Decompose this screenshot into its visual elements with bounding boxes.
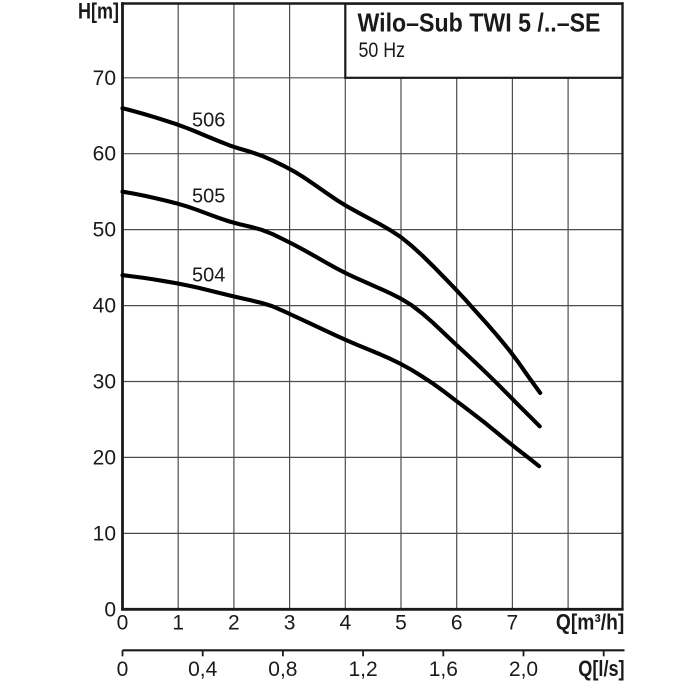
- svg-text:70: 70: [93, 67, 116, 90]
- svg-text:506: 506: [192, 110, 225, 132]
- svg-text:504: 504: [192, 265, 225, 287]
- svg-text:0: 0: [117, 658, 129, 681]
- svg-text:60: 60: [93, 143, 116, 166]
- svg-text:30: 30: [93, 371, 116, 394]
- svg-text:4: 4: [339, 612, 351, 635]
- svg-text:3: 3: [284, 612, 296, 635]
- svg-text:Q[l/s]: Q[l/s]: [578, 656, 624, 681]
- svg-text:5: 5: [395, 612, 407, 635]
- svg-text:0,4: 0,4: [188, 658, 218, 681]
- svg-text:1,2: 1,2: [348, 658, 377, 681]
- svg-text:Wilo–Sub TWI 5 /..–SE: Wilo–Sub TWI 5 /..–SE: [358, 8, 601, 38]
- svg-text:40: 40: [93, 295, 116, 318]
- svg-text:505: 505: [192, 186, 225, 208]
- svg-text:50 Hz: 50 Hz: [359, 39, 406, 62]
- svg-text:Q[m³/h]: Q[m³/h]: [556, 610, 624, 635]
- svg-text:6: 6: [451, 612, 463, 635]
- svg-text:1: 1: [172, 612, 184, 635]
- svg-text:0: 0: [117, 612, 129, 635]
- svg-text:50: 50: [93, 219, 116, 242]
- svg-text:2,0: 2,0: [509, 658, 538, 681]
- svg-text:7: 7: [507, 612, 519, 635]
- svg-text:H[m]: H[m]: [78, 0, 119, 24]
- svg-text:0: 0: [104, 598, 116, 621]
- svg-text:20: 20: [93, 446, 116, 469]
- svg-text:10: 10: [93, 522, 116, 545]
- svg-text:1,6: 1,6: [429, 658, 458, 681]
- svg-text:2: 2: [228, 612, 240, 635]
- svg-text:0,8: 0,8: [268, 658, 297, 681]
